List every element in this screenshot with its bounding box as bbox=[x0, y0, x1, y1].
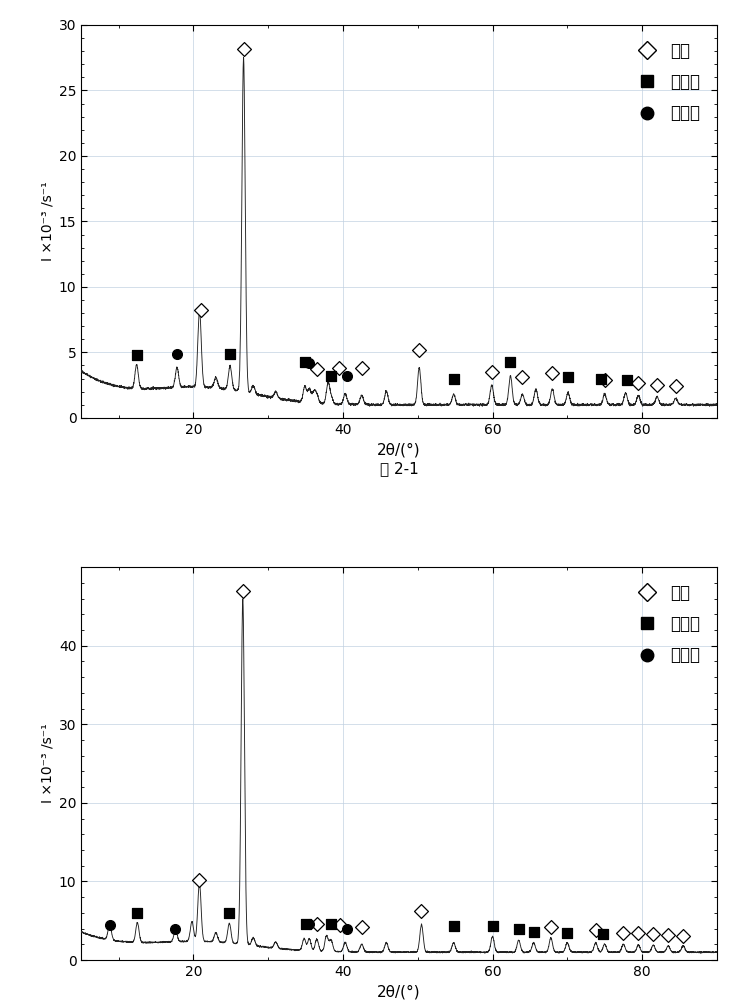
Point bbox=[517, 369, 528, 385]
Point bbox=[562, 369, 574, 385]
Point bbox=[341, 921, 353, 937]
Point bbox=[223, 905, 235, 921]
Y-axis label: I ×10⁻³ /s⁻¹: I ×10⁻³ /s⁻¹ bbox=[41, 182, 55, 261]
Point bbox=[194, 872, 205, 888]
Point bbox=[621, 372, 633, 388]
Legend: 石英, 高岭石, 伊利石: 石英, 高岭石, 伊利石 bbox=[621, 33, 709, 131]
Point bbox=[311, 361, 323, 377]
Point bbox=[505, 354, 517, 370]
Point bbox=[325, 916, 337, 932]
Point bbox=[131, 347, 143, 363]
Point bbox=[195, 302, 207, 318]
Point bbox=[647, 926, 659, 942]
Point bbox=[545, 919, 556, 935]
Point bbox=[304, 916, 316, 932]
Y-axis label: I ×10⁻³ /s⁻¹: I ×10⁻³ /s⁻¹ bbox=[41, 724, 55, 803]
Point bbox=[448, 918, 460, 934]
Point bbox=[355, 360, 367, 376]
Point bbox=[590, 922, 602, 938]
Point bbox=[597, 926, 609, 942]
Point bbox=[299, 354, 311, 370]
Point bbox=[341, 368, 353, 384]
Point bbox=[662, 927, 674, 943]
Point bbox=[311, 916, 323, 932]
Point bbox=[300, 916, 312, 932]
Point bbox=[413, 342, 425, 358]
Point bbox=[670, 378, 681, 394]
Point bbox=[486, 918, 498, 934]
Point bbox=[513, 921, 525, 937]
Point bbox=[355, 919, 367, 935]
Point bbox=[325, 368, 337, 384]
Text: 图 2-1: 图 2-1 bbox=[380, 461, 418, 476]
Point bbox=[599, 372, 610, 388]
Point bbox=[304, 355, 316, 371]
Point bbox=[334, 917, 346, 933]
Point bbox=[224, 346, 236, 362]
Point bbox=[528, 924, 539, 940]
Point bbox=[415, 903, 427, 919]
Point bbox=[562, 925, 573, 941]
Point bbox=[618, 925, 630, 941]
Point bbox=[132, 905, 143, 921]
Point bbox=[448, 371, 460, 387]
X-axis label: 2θ/(°): 2θ/(°) bbox=[377, 442, 421, 457]
Point bbox=[595, 371, 607, 387]
Point bbox=[171, 346, 183, 362]
Point bbox=[633, 925, 644, 941]
Point bbox=[169, 921, 181, 937]
Point bbox=[633, 374, 644, 390]
Point bbox=[546, 365, 558, 381]
Point bbox=[677, 928, 689, 944]
Legend: 石英, 高岭石, 伊利石: 石英, 高岭石, 伊利石 bbox=[621, 575, 709, 673]
Point bbox=[238, 41, 250, 57]
Point bbox=[486, 364, 497, 380]
X-axis label: 2θ/(°): 2θ/(°) bbox=[377, 984, 421, 999]
Point bbox=[103, 917, 115, 933]
Point bbox=[237, 583, 249, 599]
Point bbox=[333, 360, 345, 376]
Point bbox=[651, 377, 663, 393]
